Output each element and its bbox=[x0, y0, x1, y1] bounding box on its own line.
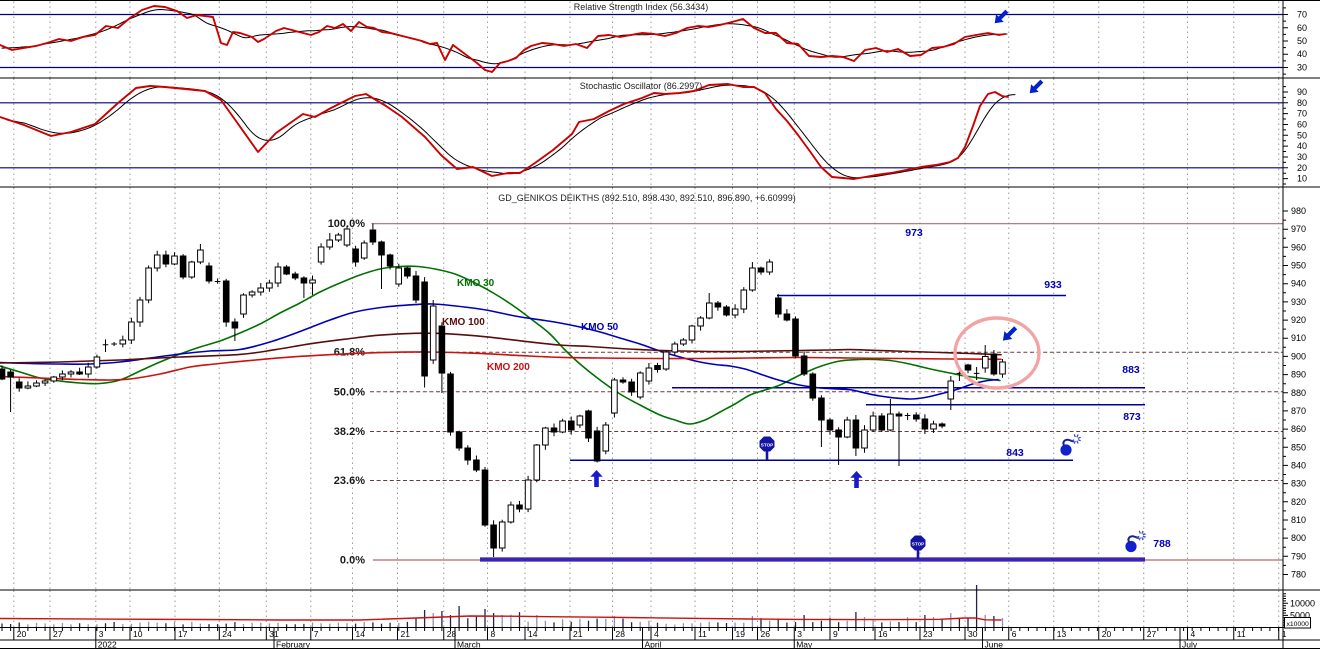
svg-text:10: 10 bbox=[133, 629, 143, 639]
svg-text:20: 20 bbox=[1297, 163, 1307, 173]
svg-text:30: 30 bbox=[1297, 63, 1307, 73]
svg-text:3: 3 bbox=[99, 629, 104, 639]
svg-text:2022: 2022 bbox=[98, 640, 117, 649]
svg-text:28: 28 bbox=[616, 629, 626, 639]
svg-text:800: 800 bbox=[1291, 533, 1306, 543]
svg-text:843: 843 bbox=[1006, 447, 1024, 459]
svg-text:March: March bbox=[457, 640, 481, 649]
svg-text:21: 21 bbox=[401, 629, 411, 639]
svg-text:23: 23 bbox=[923, 629, 933, 639]
svg-text:1: 1 bbox=[1282, 629, 1287, 639]
svg-text:10000: 10000 bbox=[1290, 598, 1315, 608]
svg-text:21: 21 bbox=[573, 629, 583, 639]
svg-text:x10000: x10000 bbox=[1287, 621, 1310, 628]
svg-text:July: July bbox=[1182, 640, 1198, 649]
svg-text:6: 6 bbox=[1012, 629, 1017, 639]
svg-text:26: 26 bbox=[761, 629, 771, 639]
svg-text:STOP: STOP bbox=[912, 542, 924, 547]
svg-text:April: April bbox=[645, 640, 662, 649]
svg-text:16: 16 bbox=[878, 629, 888, 639]
svg-text:7: 7 bbox=[314, 629, 319, 639]
svg-text:20: 20 bbox=[1102, 629, 1112, 639]
svg-text:100.0%: 100.0% bbox=[328, 218, 366, 230]
svg-text:80: 80 bbox=[1297, 98, 1307, 108]
svg-text:14: 14 bbox=[528, 629, 538, 639]
svg-text:890: 890 bbox=[1291, 370, 1306, 380]
svg-text:50.0%: 50.0% bbox=[334, 386, 365, 398]
svg-text:920: 920 bbox=[1291, 315, 1306, 325]
svg-text:June: June bbox=[985, 640, 1004, 649]
svg-text:90: 90 bbox=[1297, 87, 1307, 97]
svg-text:9: 9 bbox=[833, 629, 838, 639]
svg-text:8: 8 bbox=[491, 629, 496, 639]
svg-text:50: 50 bbox=[1297, 36, 1307, 46]
svg-text:31: 31 bbox=[269, 629, 279, 639]
svg-text:27: 27 bbox=[53, 629, 63, 639]
svg-text:23.6%: 23.6% bbox=[334, 475, 365, 487]
svg-text:60: 60 bbox=[1297, 23, 1307, 33]
svg-text:820: 820 bbox=[1291, 497, 1306, 507]
svg-text:30: 30 bbox=[968, 629, 978, 639]
svg-text:930: 930 bbox=[1291, 297, 1306, 307]
svg-text:960: 960 bbox=[1291, 242, 1306, 252]
svg-text:780: 780 bbox=[1291, 570, 1306, 580]
svg-text:STOP: STOP bbox=[761, 443, 773, 448]
svg-text:27: 27 bbox=[1147, 629, 1157, 639]
svg-text:Stochastic Oscillator (86.2997: Stochastic Oscillator (86.2997) bbox=[580, 81, 703, 91]
svg-text:860: 860 bbox=[1291, 424, 1306, 434]
svg-text:Relative Strength Index (56.34: Relative Strength Index (56.3434) bbox=[574, 2, 709, 12]
svg-text:910: 910 bbox=[1291, 333, 1306, 343]
svg-text:40: 40 bbox=[1297, 141, 1307, 151]
svg-text:KMO 200: KMO 200 bbox=[487, 362, 530, 373]
svg-text:900: 900 bbox=[1291, 351, 1306, 361]
svg-text:70: 70 bbox=[1297, 109, 1307, 119]
svg-text:24: 24 bbox=[222, 629, 232, 639]
svg-text:19: 19 bbox=[736, 629, 746, 639]
svg-text:873: 873 bbox=[1123, 411, 1141, 423]
svg-text:980: 980 bbox=[1291, 206, 1306, 216]
svg-text:KMO 100: KMO 100 bbox=[442, 317, 485, 328]
svg-text:10: 10 bbox=[1297, 174, 1307, 184]
svg-text:May: May bbox=[796, 640, 813, 649]
svg-text:70: 70 bbox=[1297, 10, 1307, 20]
svg-text:870: 870 bbox=[1291, 406, 1306, 416]
svg-text:14: 14 bbox=[356, 629, 366, 639]
svg-text:GD_GENIKOS DEIKTHS (892.510, 8: GD_GENIKOS DEIKTHS (892.510, 898.430, 89… bbox=[498, 193, 795, 203]
svg-text:17: 17 bbox=[178, 629, 188, 639]
svg-text:60: 60 bbox=[1297, 120, 1307, 130]
svg-text:970: 970 bbox=[1291, 224, 1306, 234]
svg-text:880: 880 bbox=[1291, 388, 1306, 398]
svg-text:61.8%: 61.8% bbox=[334, 347, 365, 359]
svg-text:20: 20 bbox=[17, 629, 27, 639]
svg-text:950: 950 bbox=[1291, 261, 1306, 271]
svg-text:790: 790 bbox=[1291, 551, 1306, 561]
svg-text:28: 28 bbox=[447, 629, 457, 639]
svg-text:30: 30 bbox=[1297, 152, 1307, 162]
svg-text:40: 40 bbox=[1297, 49, 1307, 59]
svg-text:933: 933 bbox=[1044, 279, 1062, 291]
svg-text:38.2%: 38.2% bbox=[334, 426, 365, 438]
svg-text:850: 850 bbox=[1291, 442, 1306, 452]
svg-text:50: 50 bbox=[1297, 130, 1307, 140]
svg-text:810: 810 bbox=[1291, 515, 1306, 525]
svg-text:883: 883 bbox=[1122, 364, 1140, 376]
svg-text:830: 830 bbox=[1291, 479, 1306, 489]
svg-text:11: 11 bbox=[1237, 629, 1246, 639]
svg-text:5000: 5000 bbox=[1290, 610, 1310, 620]
svg-text:KMO 30: KMO 30 bbox=[457, 278, 495, 289]
svg-text:4: 4 bbox=[654, 629, 659, 639]
svg-text:11: 11 bbox=[698, 629, 707, 639]
svg-text:973: 973 bbox=[905, 227, 923, 239]
svg-text:4: 4 bbox=[1191, 629, 1196, 639]
svg-text:788: 788 bbox=[1153, 538, 1171, 550]
svg-text:940: 940 bbox=[1291, 279, 1306, 289]
svg-text:0.0%: 0.0% bbox=[340, 555, 365, 567]
svg-text:840: 840 bbox=[1291, 460, 1306, 470]
svg-text:KMO 50: KMO 50 bbox=[581, 322, 619, 333]
svg-text:13: 13 bbox=[1057, 629, 1067, 639]
svg-text:3: 3 bbox=[797, 629, 802, 639]
svg-text:February: February bbox=[276, 640, 311, 649]
